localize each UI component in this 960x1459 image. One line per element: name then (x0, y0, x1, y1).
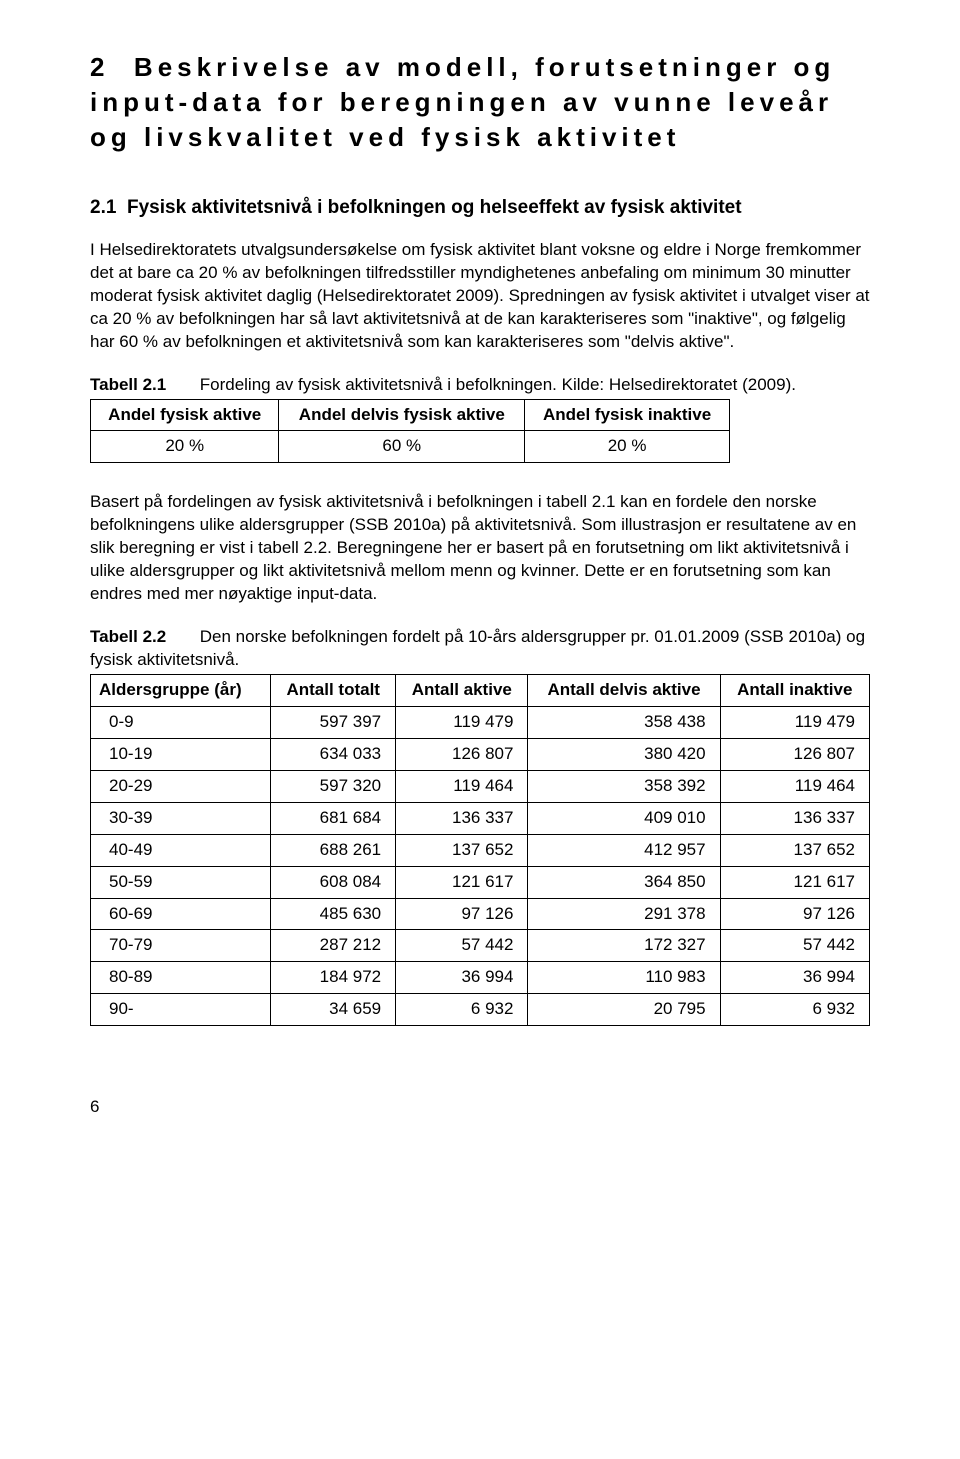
table-2-header-4: Antall delvis aktive (528, 674, 720, 706)
table-2-cell: 0-9 (91, 706, 271, 738)
table-2-cell: 97 126 (396, 898, 528, 930)
table-2-cell: 597 397 (271, 706, 396, 738)
table-2-header-5: Antall inaktive (720, 674, 869, 706)
table-2-cell: 136 337 (720, 802, 869, 834)
table-2-cell: 70-79 (91, 930, 271, 962)
table-2-cell: 380 420 (528, 738, 720, 770)
table-2-cell: 137 652 (720, 834, 869, 866)
paragraph-2: Basert på fordelingen av fysisk aktivite… (90, 491, 870, 606)
table-2-cell: 30-39 (91, 802, 271, 834)
table-2-cell: 119 464 (396, 770, 528, 802)
table-2-cell: 50-59 (91, 866, 271, 898)
section-title-text: Beskrivelse av modell, forutsetninger og… (90, 52, 835, 152)
table-2-cell: 358 392 (528, 770, 720, 802)
table-1-caption: Tabell 2.1 Fordeling av fysisk aktivitet… (90, 374, 870, 397)
table-row: Aldersgruppe (år) Antall totalt Antall a… (91, 674, 870, 706)
table-2-cell: 412 957 (528, 834, 720, 866)
table-2-cell: 110 983 (528, 962, 720, 994)
table-2-header-2: Antall totalt (271, 674, 396, 706)
table-2-cell: 136 337 (396, 802, 528, 834)
subsection-heading: 2.1 Fysisk aktivitetsnivå i befolkningen… (90, 195, 870, 221)
table-1-cell: 60 % (279, 431, 525, 463)
table-2-cell: 20-29 (91, 770, 271, 802)
table-2-cell: 119 479 (720, 706, 869, 738)
table-2-cell: 40-49 (91, 834, 271, 866)
table-2-cell: 10-19 (91, 738, 271, 770)
table-2-header-3: Antall aktive (396, 674, 528, 706)
table-row: 90-34 6596 93220 7956 932 (91, 994, 870, 1026)
table-2-cell: 287 212 (271, 930, 396, 962)
table-row: 60-69485 63097 126291 37897 126 (91, 898, 870, 930)
table-row: 10-19634 033126 807380 420126 807 (91, 738, 870, 770)
table-1-caption-text: Fordeling av fysisk aktivitetsnivå i bef… (200, 375, 796, 394)
table-2: Aldersgruppe (år) Antall totalt Antall a… (90, 674, 870, 1026)
table-2-cell: 184 972 (271, 962, 396, 994)
table-2-label: Tabell 2.2 (90, 626, 195, 649)
table-2-cell: 126 807 (396, 738, 528, 770)
table-2-cell: 34 659 (271, 994, 396, 1026)
paragraph-1: I Helsedirektoratets utvalgsundersøkelse… (90, 239, 870, 354)
table-1: Andel fysisk aktive Andel delvis fysisk … (90, 399, 730, 464)
table-2-header-1: Aldersgruppe (år) (91, 674, 271, 706)
table-1-cell: 20 % (91, 431, 279, 463)
table-row: 30-39681 684136 337409 010136 337 (91, 802, 870, 834)
document-page: 2 Beskrivelse av modell, forutsetninger … (0, 0, 960, 1159)
table-2-cell: 119 464 (720, 770, 869, 802)
table-2-cell: 137 652 (396, 834, 528, 866)
subsection-title-text: Fysisk aktivitetsnivå i befolkningen og … (127, 197, 742, 218)
table-2-cell: 97 126 (720, 898, 869, 930)
table-row: Andel fysisk aktive Andel delvis fysisk … (91, 399, 730, 431)
table-2-cell: 57 442 (720, 930, 869, 962)
table-2-cell: 90- (91, 994, 271, 1026)
table-row: 50-59608 084121 617364 850121 617 (91, 866, 870, 898)
table-row: 20 % 60 % 20 % (91, 431, 730, 463)
table-2-cell: 119 479 (396, 706, 528, 738)
table-2-caption: Tabell 2.2 Den norske befolkningen forde… (90, 626, 870, 672)
table-2-cell: 688 261 (271, 834, 396, 866)
table-2-cell: 6 932 (720, 994, 869, 1026)
table-2-cell: 36 994 (720, 962, 869, 994)
table-2-cell: 681 684 (271, 802, 396, 834)
table-2-cell: 608 084 (271, 866, 396, 898)
page-number: 6 (90, 1096, 870, 1119)
table-2-cell: 121 617 (396, 866, 528, 898)
table-2-cell: 409 010 (528, 802, 720, 834)
table-2-cell: 291 378 (528, 898, 720, 930)
table-1-label: Tabell 2.1 (90, 374, 195, 397)
table-row: 70-79287 21257 442172 32757 442 (91, 930, 870, 962)
table-2-cell: 121 617 (720, 866, 869, 898)
table-1-header-3: Andel fysisk inaktive (525, 399, 730, 431)
table-2-cell: 60-69 (91, 898, 271, 930)
table-2-cell: 36 994 (396, 962, 528, 994)
table-1-header-1: Andel fysisk aktive (91, 399, 279, 431)
table-2-caption-text: Den norske befolkningen fordelt på 10-år… (90, 627, 865, 669)
table-2-cell: 126 807 (720, 738, 869, 770)
table-row: 40-49688 261137 652412 957137 652 (91, 834, 870, 866)
table-row: 80-89184 97236 994110 98336 994 (91, 962, 870, 994)
table-2-cell: 485 630 (271, 898, 396, 930)
table-row: 0-9597 397119 479358 438119 479 (91, 706, 870, 738)
table-2-cell: 358 438 (528, 706, 720, 738)
table-2-cell: 6 932 (396, 994, 528, 1026)
table-2-cell: 20 795 (528, 994, 720, 1026)
table-1-cell: 20 % (525, 431, 730, 463)
table-2-cell: 597 320 (271, 770, 396, 802)
table-2-cell: 634 033 (271, 738, 396, 770)
table-2-cell: 364 850 (528, 866, 720, 898)
section-number: 2 (90, 52, 109, 82)
table-2-cell: 57 442 (396, 930, 528, 962)
subsection-number: 2.1 (90, 197, 116, 218)
table-2-cell: 172 327 (528, 930, 720, 962)
section-heading: 2 Beskrivelse av modell, forutsetninger … (90, 50, 870, 155)
table-2-cell: 80-89 (91, 962, 271, 994)
table-1-header-2: Andel delvis fysisk aktive (279, 399, 525, 431)
table-row: 20-29597 320119 464358 392119 464 (91, 770, 870, 802)
